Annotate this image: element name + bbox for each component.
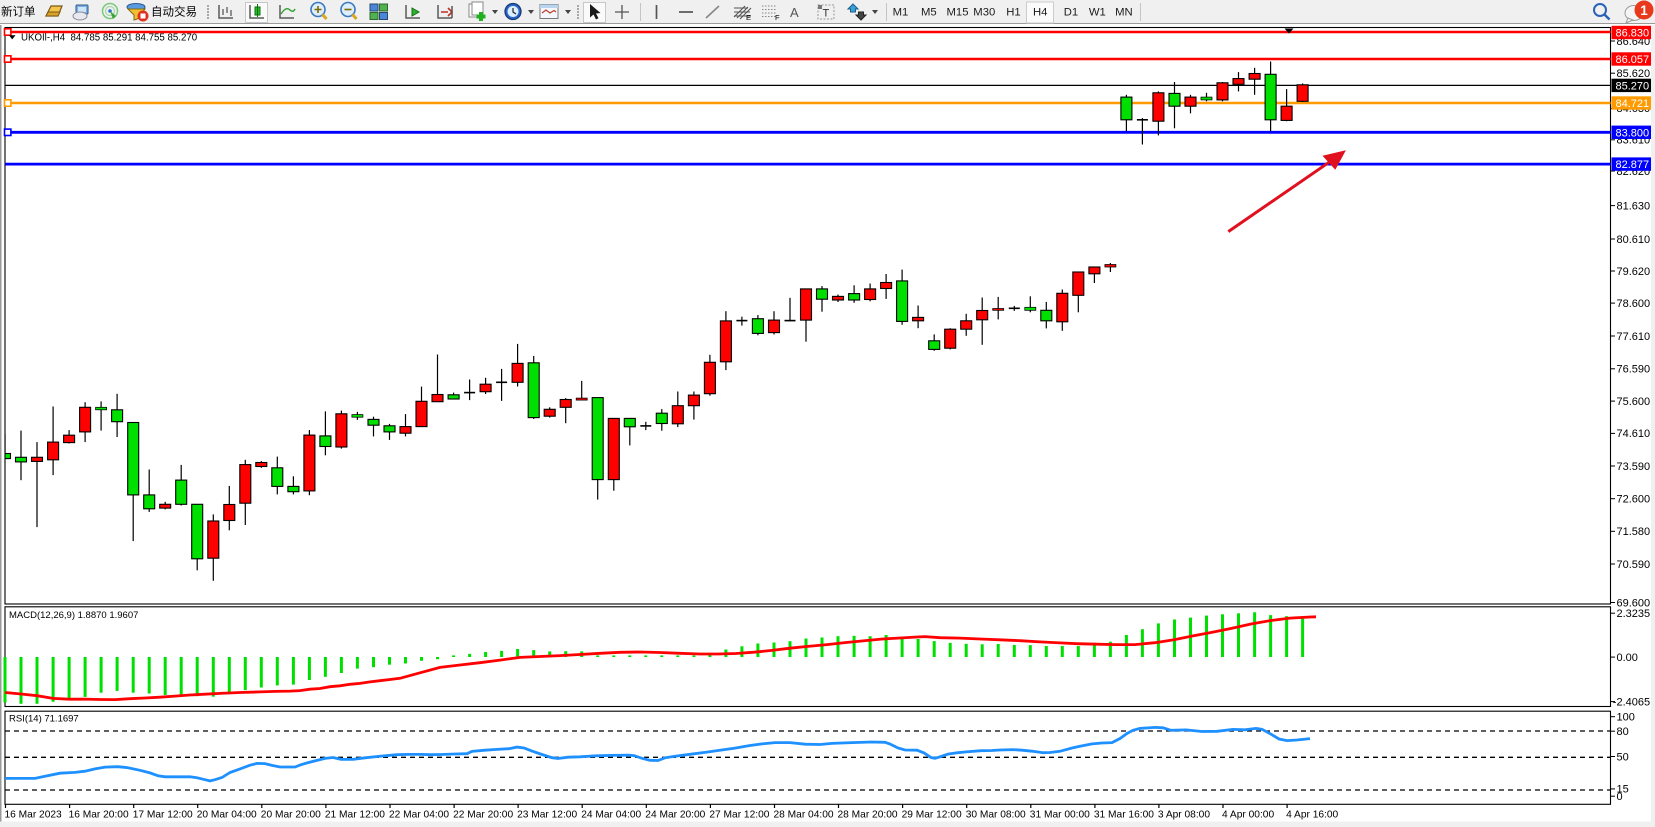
svg-text:M1: M1 bbox=[893, 7, 909, 19]
svg-text:22 Mar 20:00: 22 Mar 20:00 bbox=[453, 810, 513, 821]
svg-text:W1: W1 bbox=[1089, 7, 1106, 19]
svg-text:D1: D1 bbox=[1064, 7, 1078, 19]
svg-text:31 Mar 00:00: 31 Mar 00:00 bbox=[1030, 810, 1090, 821]
svg-text:27 Mar 12:00: 27 Mar 12:00 bbox=[709, 810, 769, 821]
svg-text:30 Mar 08:00: 30 Mar 08:00 bbox=[966, 810, 1026, 821]
svg-text:69.600: 69.600 bbox=[1617, 597, 1651, 609]
svg-text:H4: H4 bbox=[1033, 7, 1047, 19]
svg-text:M30: M30 bbox=[973, 7, 995, 19]
svg-text:20 Mar 04:00: 20 Mar 04:00 bbox=[197, 810, 257, 821]
svg-text:50: 50 bbox=[1617, 751, 1629, 763]
svg-text:MACD(12,26,9) 1.8870 1.9607: MACD(12,26,9) 1.8870 1.9607 bbox=[9, 610, 138, 621]
svg-text:T: T bbox=[823, 8, 830, 20]
svg-text:74.610: 74.610 bbox=[1617, 428, 1651, 440]
svg-text:83.800: 83.800 bbox=[1616, 127, 1650, 139]
svg-text:71.580: 71.580 bbox=[1617, 526, 1651, 538]
svg-text:100: 100 bbox=[1617, 712, 1635, 724]
svg-text:F: F bbox=[775, 13, 780, 22]
svg-text:E: E bbox=[746, 13, 751, 22]
svg-text:82.877: 82.877 bbox=[1616, 159, 1650, 171]
svg-text:23 Mar 12:00: 23 Mar 12:00 bbox=[517, 810, 577, 821]
svg-text:73.590: 73.590 bbox=[1617, 461, 1651, 473]
svg-text:17 Mar 12:00: 17 Mar 12:00 bbox=[133, 810, 193, 821]
svg-text:2.3235: 2.3235 bbox=[1617, 608, 1651, 620]
svg-text:4 Apr 16:00: 4 Apr 16:00 bbox=[1286, 810, 1338, 821]
svg-text:RSI(14) 71.1697: RSI(14) 71.1697 bbox=[9, 714, 79, 725]
svg-text:自动交易: 自动交易 bbox=[151, 5, 197, 19]
svg-text:81.630: 81.630 bbox=[1617, 200, 1651, 212]
svg-text:85.620: 85.620 bbox=[1617, 68, 1651, 80]
svg-text:3 Apr 08:00: 3 Apr 08:00 bbox=[1158, 810, 1210, 821]
svg-text:UKOIl-,H4 84.785 85.291 84.75: UKOIl-,H4 84.785 85.291 84.755 85.270 bbox=[21, 33, 198, 44]
svg-text:16 Mar 2023: 16 Mar 2023 bbox=[5, 810, 63, 821]
svg-text:-2.4065: -2.4065 bbox=[1613, 696, 1650, 708]
svg-text:A: A bbox=[790, 5, 799, 20]
svg-text:75.600: 75.600 bbox=[1617, 396, 1651, 408]
svg-text:21 Mar 12:00: 21 Mar 12:00 bbox=[325, 810, 385, 821]
svg-text:0.00: 0.00 bbox=[1617, 652, 1638, 664]
svg-text:80: 80 bbox=[1617, 726, 1629, 738]
svg-text:0: 0 bbox=[1617, 791, 1623, 803]
svg-text:28 Mar 04:00: 28 Mar 04:00 bbox=[774, 810, 834, 821]
svg-text:22 Mar 04:00: 22 Mar 04:00 bbox=[389, 810, 449, 821]
svg-text:85.270: 85.270 bbox=[1616, 80, 1650, 92]
svg-text:76.590: 76.590 bbox=[1617, 364, 1651, 376]
svg-text:86.830: 86.830 bbox=[1616, 28, 1650, 40]
svg-text:79.620: 79.620 bbox=[1617, 266, 1651, 278]
svg-text:80.610: 80.610 bbox=[1617, 234, 1651, 246]
svg-text:70.590: 70.590 bbox=[1617, 559, 1651, 571]
svg-text:4 Apr 00:00: 4 Apr 00:00 bbox=[1222, 810, 1274, 821]
svg-text:MN: MN bbox=[1115, 7, 1133, 19]
svg-text:24 Mar 20:00: 24 Mar 20:00 bbox=[645, 810, 705, 821]
svg-text:1: 1 bbox=[1640, 3, 1648, 18]
svg-text:H1: H1 bbox=[1006, 7, 1020, 19]
svg-text:31 Mar 16:00: 31 Mar 16:00 bbox=[1094, 810, 1154, 821]
svg-text:29 Mar 12:00: 29 Mar 12:00 bbox=[902, 810, 962, 821]
svg-text:84.721: 84.721 bbox=[1616, 98, 1650, 110]
svg-text:24 Mar 04:00: 24 Mar 04:00 bbox=[581, 810, 641, 821]
svg-text:M15: M15 bbox=[947, 7, 969, 19]
svg-text:15: 15 bbox=[1617, 784, 1629, 796]
svg-text:72.600: 72.600 bbox=[1617, 494, 1651, 506]
svg-text:28 Mar 20:00: 28 Mar 20:00 bbox=[838, 810, 898, 821]
svg-text:16 Mar 20:00: 16 Mar 20:00 bbox=[69, 810, 129, 821]
svg-text:78.600: 78.600 bbox=[1617, 298, 1651, 310]
svg-text:20 Mar 20:00: 20 Mar 20:00 bbox=[261, 810, 321, 821]
svg-text:86.057: 86.057 bbox=[1616, 54, 1650, 66]
svg-text:77.610: 77.610 bbox=[1617, 331, 1651, 343]
svg-text:新订单: 新订单 bbox=[1, 5, 36, 19]
svg-text:M5: M5 bbox=[921, 7, 937, 19]
